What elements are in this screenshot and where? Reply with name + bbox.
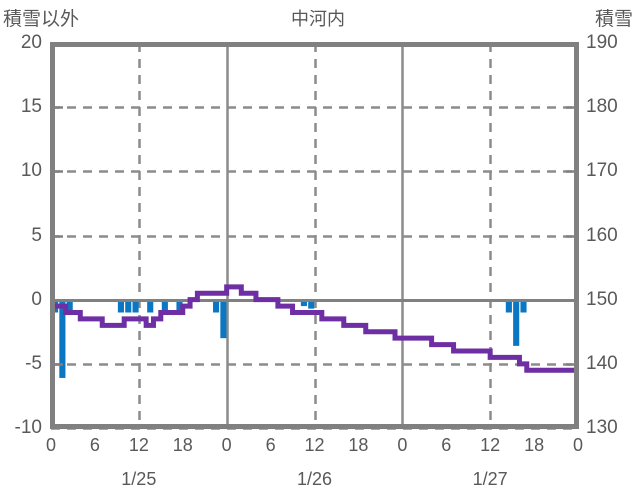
right-axis-tick-label: 170 <box>586 160 618 182</box>
x-axis-tick-label: 0 <box>397 435 408 455</box>
bar <box>117 299 124 313</box>
left-axis-tick-label: 10 <box>20 160 42 182</box>
x-axis-tick-label: 0 <box>45 435 56 455</box>
bar <box>520 299 527 313</box>
bar <box>161 299 168 313</box>
left-axis-tick-label: -10 <box>14 417 42 438</box>
right-axis-tick-label: 140 <box>586 352 618 374</box>
left-axis-tick-label: 0 <box>31 288 42 310</box>
plot-frame <box>50 42 579 429</box>
bar <box>176 299 183 313</box>
bar <box>513 299 520 346</box>
x-axis-tick-label: 12 <box>304 435 325 455</box>
x-axis-tick-label: 6 <box>265 435 276 455</box>
bar <box>147 299 154 313</box>
bar <box>132 299 139 313</box>
left-axis-tick-label: 15 <box>20 96 42 118</box>
bar <box>213 299 220 313</box>
x-axis-tick-label: 18 <box>524 435 545 455</box>
x-axis-day-label: 1/27 <box>472 469 508 489</box>
right-axis-tick-label: 180 <box>586 96 618 118</box>
gridlines <box>51 43 578 430</box>
x-axis-tick-label: 18 <box>172 435 193 455</box>
line-series-snow-depth <box>51 284 578 373</box>
page-title: 中河内 <box>291 9 345 29</box>
bar <box>308 299 315 309</box>
snow-depth-line <box>51 284 578 373</box>
x-axis-tick-label: 0 <box>221 435 232 455</box>
x-axis-tick-label: 6 <box>441 435 452 455</box>
axes-frame <box>50 42 579 429</box>
axis-ticks <box>54 106 575 366</box>
bar <box>59 299 66 378</box>
left-axis-title: 積雪以外 <box>3 9 80 30</box>
x-axis-tick-label: 18 <box>348 435 369 455</box>
right-axis-tick-label: 160 <box>586 224 618 246</box>
left-axis-tick-label: -5 <box>25 352 42 374</box>
bar <box>300 299 307 307</box>
bar <box>125 299 132 313</box>
right-axis-title: 積雪 <box>594 9 633 30</box>
x-axis-tick-label: 0 <box>572 435 583 455</box>
bar <box>66 299 73 316</box>
bar <box>505 299 512 313</box>
bar-series-other-than-snow <box>52 299 527 378</box>
bar <box>220 299 227 339</box>
right-axis-tick-label: 190 <box>586 32 618 53</box>
left-axis-tick-label: 20 <box>20 32 42 53</box>
x-axis-tick-label: 12 <box>128 435 149 455</box>
x-axis-day-label: 1/26 <box>296 469 333 489</box>
x-axis-tick-label: 12 <box>480 435 501 455</box>
x-axis-day-label: 1/25 <box>121 469 157 489</box>
x-axis-tick-label: 6 <box>89 435 100 455</box>
right-axis-tick-label: 130 <box>586 417 618 438</box>
left-axis-tick-label: 5 <box>31 224 42 246</box>
right-axis-tick-label: 150 <box>586 288 618 310</box>
